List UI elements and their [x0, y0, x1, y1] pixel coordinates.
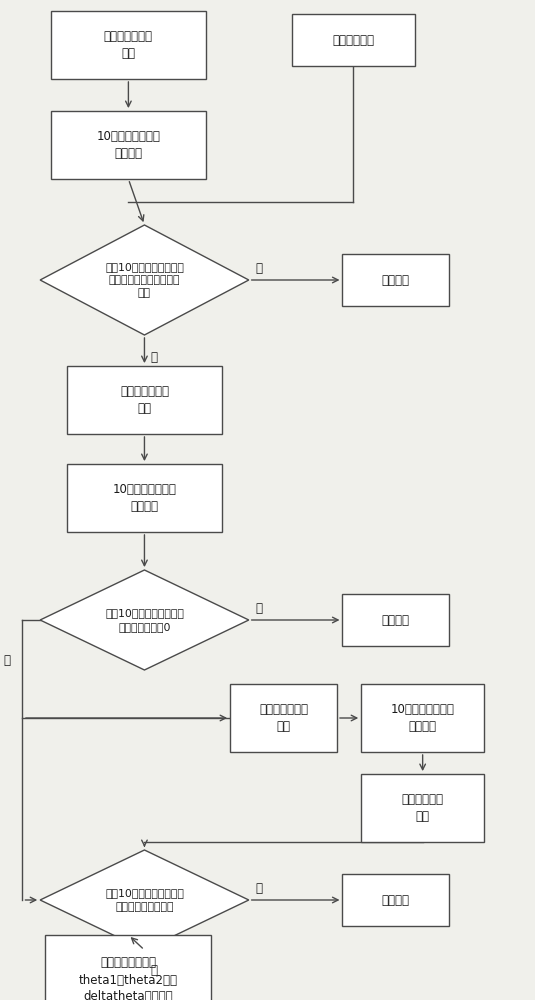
Text: 否: 否: [255, 601, 262, 614]
Text: 是: 是: [3, 654, 10, 666]
Text: 正常运行: 正常运行: [382, 613, 410, 626]
Text: 判断10秒滑动平均后的测
量风速是否大于风速设置
阈值: 判断10秒滑动平均后的测 量风速是否大于风速设置 阈值: [105, 262, 184, 298]
Text: 否: 否: [255, 261, 262, 274]
Text: 当前风向仪测量
风向: 当前风向仪测量 风向: [120, 385, 169, 415]
Bar: [230, 684, 337, 752]
Text: 10秒滑动平均后的
测量风速: 10秒滑动平均后的 测量风速: [391, 703, 455, 733]
Text: 是: 是: [151, 351, 158, 364]
Bar: [45, 935, 211, 1000]
Text: 风向偏差设置
阈值: 风向偏差设置 阈值: [402, 793, 444, 823]
Text: 正常运行: 正常运行: [382, 894, 410, 906]
Bar: [51, 111, 206, 179]
Text: 是: 是: [151, 964, 158, 976]
Text: 风速阈值设置: 风速阈值设置: [332, 33, 374, 46]
Text: 10秒滑动平均后的
测量风向: 10秒滑动平均后的 测量风向: [112, 483, 177, 513]
Bar: [342, 254, 449, 306]
Text: 当前风速仪检测
风速: 当前风速仪检测 风速: [259, 703, 308, 733]
Text: 判断10秒滑动平均后的测
量风向是否设置阈值: 判断10秒滑动平均后的测 量风向是否设置阈值: [105, 888, 184, 912]
Bar: [67, 366, 222, 434]
Text: 当前风速仪检测
风速: 当前风速仪检测 风速: [104, 30, 153, 60]
Text: 提高最小桨距角从
theta1至theta2（以
deltatheta为斜率）: 提高最小桨距角从 theta1至theta2（以 deltatheta为斜率）: [79, 956, 178, 1000]
Bar: [51, 11, 206, 79]
Bar: [361, 774, 484, 842]
Text: 正常运行: 正常运行: [382, 273, 410, 286]
Bar: [342, 874, 449, 926]
Text: 10秒滑动平均后的
测量风速: 10秒滑动平均后的 测量风速: [96, 130, 160, 160]
Bar: [361, 684, 484, 752]
Text: 判断10秒滑动平均后的测
量风向是否大于0: 判断10秒滑动平均后的测 量风向是否大于0: [105, 608, 184, 632]
Polygon shape: [40, 570, 249, 670]
Polygon shape: [40, 850, 249, 950]
Polygon shape: [40, 225, 249, 335]
Bar: [67, 464, 222, 532]
Text: 否: 否: [255, 882, 262, 894]
Bar: [342, 594, 449, 646]
Bar: [292, 14, 415, 66]
